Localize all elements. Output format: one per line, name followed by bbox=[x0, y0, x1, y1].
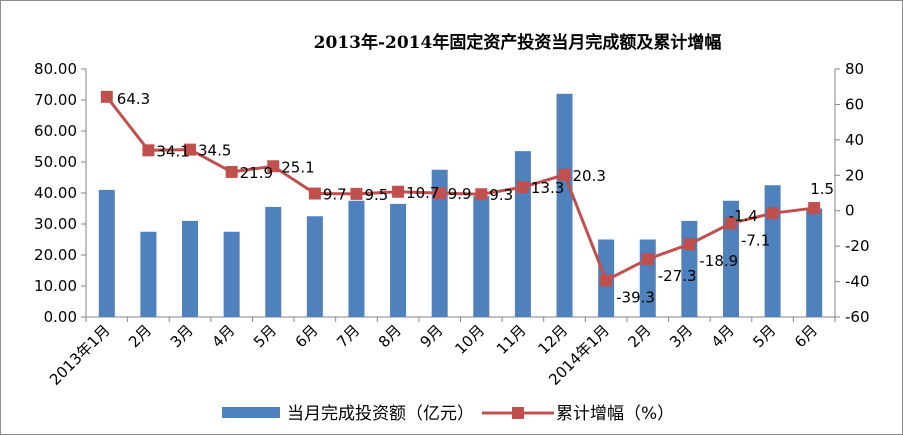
x-tick-label: 2013年1月 bbox=[46, 321, 114, 389]
legend-line-label: 累计增幅（%） bbox=[556, 404, 674, 424]
x-tick-label: 3月 bbox=[167, 321, 197, 351]
x-tick-label: 3月 bbox=[666, 321, 696, 351]
x-tick-label: 6月 bbox=[791, 321, 821, 351]
line-marker bbox=[558, 168, 571, 181]
line-data-label: -7.1 bbox=[741, 231, 770, 249]
x-tick-label: 2月 bbox=[125, 321, 155, 351]
x-tick-label: 4月 bbox=[708, 321, 738, 351]
line-data-label: 25.1 bbox=[281, 158, 314, 176]
line-marker bbox=[267, 160, 280, 173]
line-marker bbox=[600, 274, 613, 287]
line-marker bbox=[350, 187, 363, 200]
line-marker bbox=[392, 185, 405, 198]
line-data-label: 10.7 bbox=[406, 184, 439, 202]
bar bbox=[348, 200, 365, 317]
x-tick-label: 10月 bbox=[451, 321, 488, 358]
right-tick-label: 20 bbox=[845, 166, 864, 184]
line-data-label: -18.9 bbox=[699, 252, 738, 270]
left-tick-label: 40.00 bbox=[34, 184, 77, 202]
right-tick-label: 60 bbox=[845, 95, 864, 113]
line-marker bbox=[475, 188, 488, 201]
bar bbox=[431, 169, 448, 317]
line-data-label: 34.1 bbox=[156, 142, 189, 160]
right-tick-label: -20 bbox=[845, 237, 870, 255]
bar bbox=[514, 151, 531, 317]
right-tick-label: -40 bbox=[845, 273, 870, 291]
x-tick-label: 9月 bbox=[416, 321, 446, 351]
line-marker bbox=[641, 253, 654, 266]
bar bbox=[722, 200, 739, 317]
line-marker bbox=[225, 165, 238, 178]
x-tick-label: 4月 bbox=[208, 321, 238, 351]
left-tick-label: 0.00 bbox=[44, 308, 77, 326]
x-tick-label: 8月 bbox=[375, 321, 405, 351]
x-tick-label: 5月 bbox=[250, 321, 280, 351]
bar bbox=[806, 208, 823, 317]
right-tick-label: -60 bbox=[845, 308, 870, 326]
bar bbox=[223, 231, 240, 317]
line-data-label: -27.3 bbox=[658, 267, 697, 285]
line-marker bbox=[100, 90, 113, 103]
left-tick-label: 70.00 bbox=[34, 91, 77, 109]
x-tick-label: 2月 bbox=[624, 321, 654, 351]
line-marker bbox=[808, 202, 821, 215]
x-tick-label: 5月 bbox=[749, 321, 779, 351]
line-data-label: -1.4 bbox=[729, 207, 758, 225]
line-data-label: 9.7 bbox=[323, 186, 347, 204]
left-tick-label: 30.00 bbox=[34, 215, 77, 233]
growth-line bbox=[105, 95, 815, 283]
bar bbox=[98, 189, 115, 317]
line-marker bbox=[308, 187, 321, 200]
x-tick-label: 11月 bbox=[493, 321, 530, 358]
line-data-label: 9.9 bbox=[448, 185, 472, 203]
legend-bar-label: 当月完成投资额（亿元） bbox=[287, 404, 474, 424]
line-data-label: 1.5 bbox=[810, 180, 834, 198]
bar bbox=[265, 206, 282, 317]
line-data-label: 21.9 bbox=[240, 164, 273, 182]
bar bbox=[140, 231, 157, 317]
left-tick-label: 50.00 bbox=[34, 153, 77, 171]
left-tick-label: 60.00 bbox=[34, 122, 77, 140]
line-data-label: 20.3 bbox=[573, 167, 606, 185]
legend-line-marker bbox=[512, 407, 524, 419]
bar bbox=[182, 220, 199, 317]
chart-title: 2013年-2014年固定资产投资当月完成额及累计增幅 bbox=[313, 33, 722, 53]
bar bbox=[306, 216, 323, 317]
x-tick-label: 12月 bbox=[535, 321, 572, 358]
bar bbox=[390, 203, 407, 317]
legend-bar-swatch bbox=[222, 407, 280, 418]
left-tick-label: 10.00 bbox=[34, 277, 77, 295]
line-marker bbox=[433, 187, 446, 200]
x-tick-label: 7月 bbox=[333, 321, 363, 351]
line-marker bbox=[766, 207, 779, 220]
line-marker bbox=[724, 217, 737, 230]
right-tick-label: 80 bbox=[845, 60, 864, 78]
bar bbox=[556, 93, 573, 317]
bar bbox=[473, 196, 490, 317]
line-data-label: 34.5 bbox=[198, 142, 231, 160]
left-tick-label: 80.00 bbox=[34, 60, 77, 78]
line-marker bbox=[142, 144, 155, 157]
left-tick-label: 20.00 bbox=[34, 246, 77, 264]
right-tick-label: 0 bbox=[845, 202, 855, 220]
bar bbox=[764, 185, 781, 317]
line-data-label: 9.5 bbox=[364, 186, 388, 204]
line-marker bbox=[516, 181, 529, 194]
x-tick-label: 6月 bbox=[292, 321, 322, 351]
line-data-label: 13.3 bbox=[531, 179, 564, 197]
line-marker bbox=[683, 238, 696, 251]
line-data-label: 9.3 bbox=[489, 186, 513, 204]
right-tick-label: 40 bbox=[845, 131, 864, 149]
line-data-label: 64.3 bbox=[117, 90, 150, 108]
line-marker bbox=[184, 143, 197, 156]
line-data-label: -39.3 bbox=[616, 288, 655, 306]
